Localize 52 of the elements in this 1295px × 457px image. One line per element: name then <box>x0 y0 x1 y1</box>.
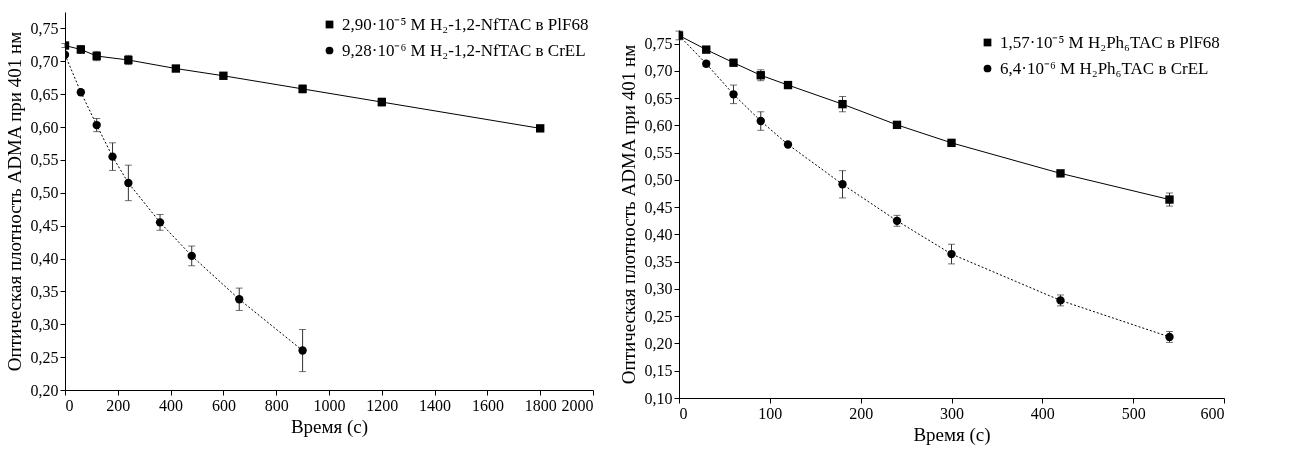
y-tick-label: 0,65 <box>30 85 59 103</box>
y-tick-label: 0,10 <box>644 389 673 407</box>
x-tick-label: 2000 <box>561 396 594 414</box>
x-tick-label: 400 <box>1030 404 1055 422</box>
x-tick-label: 200 <box>106 396 131 414</box>
y-tick-label: 0,55 <box>30 151 59 169</box>
y-tick-label: 0,40 <box>644 225 673 243</box>
x-tick-label: 0 <box>65 396 74 414</box>
y-tick-label: 0,35 <box>30 282 59 300</box>
y-tick-label: 0,60 <box>644 116 673 134</box>
y-axis-title: Оптическая плотность ADMA при 401 нм <box>3 31 25 372</box>
x-axis-title: Время (с) <box>290 415 369 438</box>
y-tick-label: 0,70 <box>644 62 673 80</box>
x-tick-label: 1200 <box>366 396 399 414</box>
y-tick-label: 0,50 <box>644 171 673 189</box>
y-tick-label: 0,55 <box>644 144 673 162</box>
y-tick-label: 0,35 <box>644 253 673 271</box>
y-tick-label: 0,75 <box>644 35 673 53</box>
x-tick-label: 1600 <box>471 396 504 414</box>
x-axis-title: Время (с) <box>913 423 991 446</box>
y-tick-label: 0,45 <box>30 217 59 235</box>
y-tick-label: 0,50 <box>30 184 59 202</box>
y-tick-label: 0,70 <box>30 52 59 70</box>
x-tick-label: 300 <box>940 404 964 422</box>
x-tick-label: 600 <box>1200 404 1225 422</box>
legend-label: 6,4·10⁻⁶ M H₂Ph₆TAC в CrEL <box>1000 58 1209 78</box>
y-tick-label: 0,20 <box>644 334 673 352</box>
y-axis-title: Оптическая плотность ADMA при 401 нм <box>617 44 639 385</box>
x-tick-label: 600 <box>211 396 236 414</box>
y-tick-label: 0,40 <box>30 250 59 268</box>
legend-label: 9,28·10⁻⁶ M H₂-1,2-NfTAC в CrEL <box>342 40 586 60</box>
x-tick-label: 100 <box>758 404 783 422</box>
x-tick-label: 800 <box>264 396 289 414</box>
y-tick-label: 0,45 <box>644 198 673 216</box>
y-tick-label: 0,30 <box>30 315 59 333</box>
y-tick-label: 0,60 <box>30 118 59 136</box>
y-tick-label: 0,65 <box>644 89 673 107</box>
legend-label: 2,90·10⁻⁵ M H₂-1,2-NfTAC в PlF68 <box>342 14 589 34</box>
x-tick-label: 500 <box>1121 404 1146 422</box>
y-tick-label: 0,15 <box>644 362 673 380</box>
y-tick-label: 0,30 <box>644 280 673 298</box>
x-tick-label: 0 <box>679 404 688 422</box>
y-tick-label: 0,75 <box>30 19 59 37</box>
x-tick-label: 400 <box>159 396 184 414</box>
legend-label: 1,57·10⁻⁵ M H₂Ph₆TAC в PlF68 <box>1000 32 1220 52</box>
y-tick-label: 0,25 <box>30 348 59 366</box>
x-tick-label: 1000 <box>313 396 346 414</box>
y-tick-label: 0,25 <box>644 307 673 325</box>
y-tick-label: 0,20 <box>30 381 59 399</box>
x-tick-label: 1800 <box>524 396 557 414</box>
x-tick-label: 200 <box>849 404 874 422</box>
x-tick-label: 1400 <box>419 396 452 414</box>
